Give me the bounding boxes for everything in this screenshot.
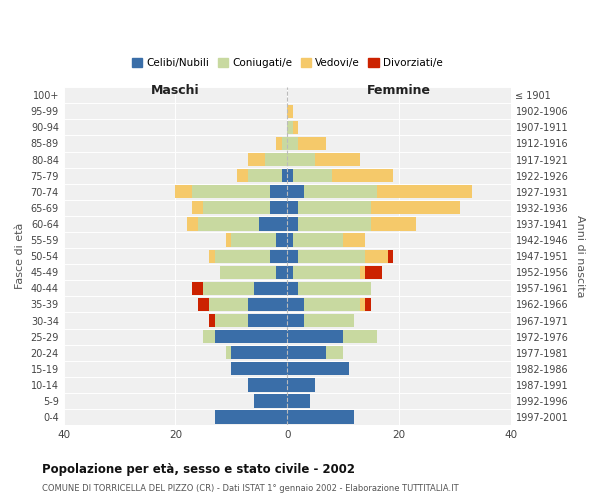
Bar — [248, 153, 265, 166]
Y-axis label: Anni di nascita: Anni di nascita — [575, 215, 585, 298]
Bar — [287, 104, 293, 118]
Bar — [259, 218, 287, 230]
Bar — [232, 362, 287, 376]
Bar — [388, 250, 394, 262]
Bar — [287, 314, 304, 327]
Bar — [215, 250, 271, 262]
Bar — [371, 218, 416, 230]
Bar — [192, 185, 271, 198]
Y-axis label: Fasce di età: Fasce di età — [15, 223, 25, 290]
Bar — [287, 250, 298, 262]
Bar — [248, 378, 287, 392]
Bar — [215, 330, 287, 343]
Bar — [298, 250, 365, 262]
Bar — [215, 314, 248, 327]
Text: Maschi: Maschi — [151, 84, 200, 97]
Bar — [254, 394, 287, 407]
Bar — [293, 169, 332, 182]
Bar — [293, 121, 298, 134]
Bar — [365, 266, 382, 279]
Bar — [287, 202, 298, 214]
Bar — [271, 185, 287, 198]
Bar — [265, 153, 287, 166]
Bar — [343, 234, 365, 246]
Bar — [281, 169, 287, 182]
Bar — [287, 169, 293, 182]
Bar — [271, 250, 287, 262]
Bar — [287, 282, 298, 295]
Bar — [298, 218, 371, 230]
Bar — [198, 218, 259, 230]
Bar — [192, 202, 203, 214]
Bar — [293, 266, 360, 279]
Bar — [287, 378, 315, 392]
Bar — [220, 266, 276, 279]
Bar — [287, 137, 298, 150]
Bar — [276, 137, 281, 150]
Bar — [281, 137, 287, 150]
Bar — [209, 314, 215, 327]
Bar — [203, 202, 271, 214]
Text: COMUNE DI TORRICELLA DEL PIZZO (CR) - Dati ISTAT 1° gennaio 2002 - Elaborazione : COMUNE DI TORRICELLA DEL PIZZO (CR) - Da… — [42, 484, 458, 493]
Bar — [226, 234, 232, 246]
Bar — [237, 169, 248, 182]
Bar — [198, 298, 209, 311]
Bar — [293, 234, 343, 246]
Bar — [276, 234, 287, 246]
Bar — [298, 202, 371, 214]
Bar — [248, 298, 287, 311]
Bar — [192, 282, 203, 295]
Bar — [287, 153, 315, 166]
Bar — [215, 410, 287, 424]
Bar — [209, 250, 215, 262]
Bar — [304, 314, 354, 327]
Bar — [254, 282, 287, 295]
Bar — [287, 121, 293, 134]
Bar — [365, 298, 371, 311]
Bar — [326, 346, 343, 360]
Bar — [360, 266, 365, 279]
Bar — [365, 250, 388, 262]
Bar — [287, 362, 349, 376]
Bar — [287, 346, 326, 360]
Bar — [248, 314, 287, 327]
Bar — [248, 169, 281, 182]
Bar — [175, 185, 192, 198]
Bar — [343, 330, 377, 343]
Bar — [332, 169, 394, 182]
Bar — [287, 185, 304, 198]
Bar — [203, 282, 254, 295]
Bar — [271, 202, 287, 214]
Bar — [287, 330, 343, 343]
Bar — [187, 218, 198, 230]
Bar — [276, 266, 287, 279]
Bar — [287, 266, 293, 279]
Bar — [287, 298, 304, 311]
Bar — [298, 137, 326, 150]
Bar — [298, 282, 371, 295]
Legend: Celibi/Nubili, Coniugati/e, Vedovi/e, Divorziati/e: Celibi/Nubili, Coniugati/e, Vedovi/e, Di… — [129, 55, 446, 72]
Bar — [315, 153, 360, 166]
Bar — [371, 202, 460, 214]
Bar — [304, 298, 360, 311]
Bar — [287, 394, 310, 407]
Bar — [287, 218, 298, 230]
Bar — [209, 298, 248, 311]
Bar — [226, 346, 232, 360]
Bar — [304, 185, 377, 198]
Bar — [287, 234, 293, 246]
Bar — [377, 185, 472, 198]
Bar — [360, 298, 365, 311]
Bar — [287, 410, 354, 424]
Bar — [232, 346, 287, 360]
Text: Popolazione per età, sesso e stato civile - 2002: Popolazione per età, sesso e stato civil… — [42, 462, 355, 475]
Bar — [203, 330, 215, 343]
Bar — [232, 234, 276, 246]
Text: Femmine: Femmine — [367, 84, 431, 97]
